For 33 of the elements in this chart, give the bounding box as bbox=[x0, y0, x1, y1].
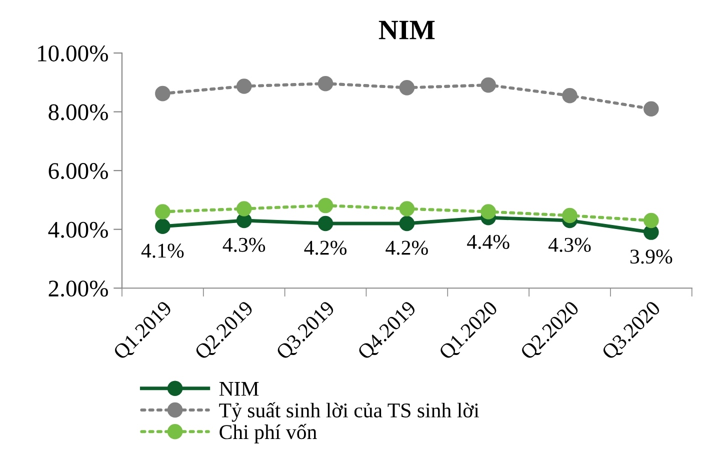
point bbox=[562, 208, 578, 224]
legend-label: NIM bbox=[219, 382, 259, 396]
data-label: 4.4% bbox=[467, 234, 510, 250]
y-tick-label: 4.00% bbox=[48, 222, 108, 238]
point bbox=[399, 201, 415, 216]
point bbox=[480, 77, 496, 93]
point bbox=[644, 212, 659, 228]
legend-label: Chi phí vốn bbox=[220, 424, 317, 444]
point bbox=[399, 80, 415, 96]
y-tick-label: 2.00% bbox=[48, 280, 108, 297]
data-label: 4.3% bbox=[222, 238, 266, 252]
data-label: 4.3% bbox=[548, 238, 591, 252]
chart-title: NIM bbox=[378, 20, 435, 40]
point bbox=[318, 198, 334, 214]
data-label: 3.9% bbox=[630, 250, 672, 264]
y-tick-label: 10.00% bbox=[38, 46, 108, 62]
legend-label: Tỷ suất sinh lời của TS sinh lời bbox=[219, 402, 480, 422]
point bbox=[236, 78, 252, 94]
point bbox=[399, 216, 415, 232]
point bbox=[155, 86, 170, 102]
y-tick-label: 8.00% bbox=[48, 104, 108, 120]
data-label: 4.2% bbox=[386, 240, 428, 255]
point bbox=[644, 101, 659, 116]
point bbox=[318, 76, 334, 92]
point bbox=[155, 218, 170, 234]
point bbox=[480, 204, 496, 220]
data-label: 4.1% bbox=[141, 244, 184, 258]
point bbox=[562, 88, 578, 104]
y-tick-label: 6.00% bbox=[48, 163, 108, 180]
point bbox=[318, 216, 334, 232]
data-label: 4.2% bbox=[304, 240, 346, 255]
point bbox=[155, 204, 170, 220]
point bbox=[236, 201, 252, 216]
